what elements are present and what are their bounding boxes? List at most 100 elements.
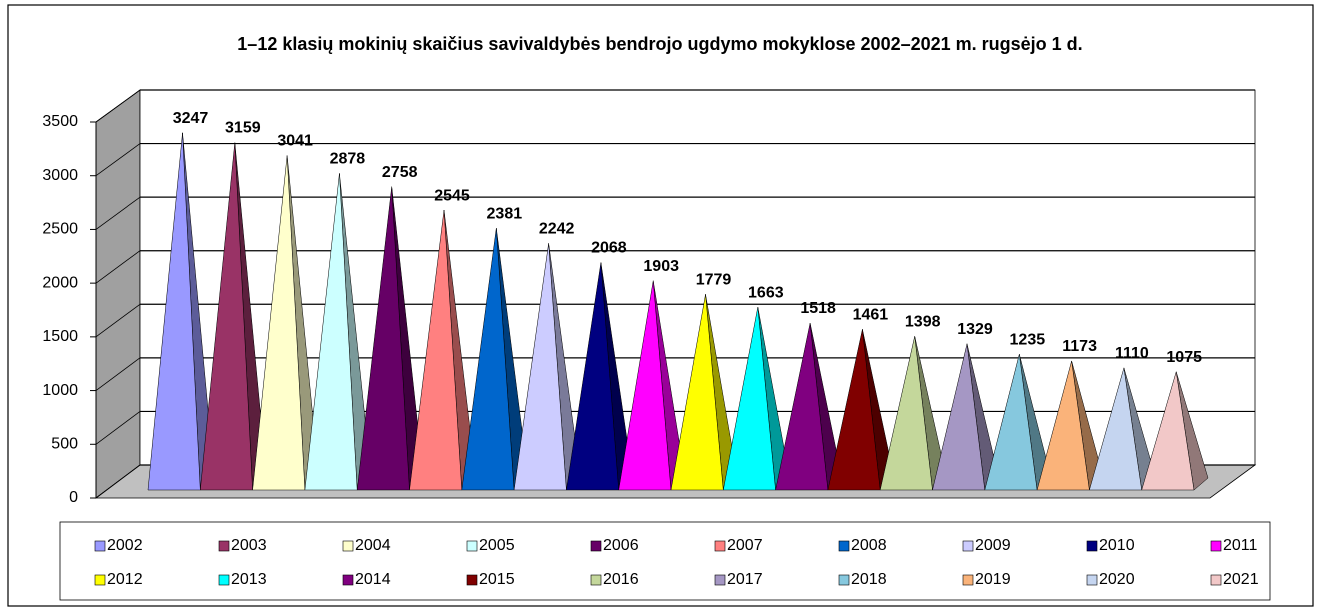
legend-label: 2018 xyxy=(851,571,887,588)
y-tick-label: 1500 xyxy=(42,328,78,345)
legend-swatch xyxy=(342,574,354,586)
legend-label: 2020 xyxy=(1099,571,1135,588)
legend-swatch xyxy=(838,574,850,586)
y-tick-label: 3000 xyxy=(42,167,78,184)
pyramid xyxy=(304,173,358,491)
pyramid xyxy=(356,186,410,491)
pyramid xyxy=(984,354,1038,491)
pyramid xyxy=(722,307,776,491)
chart-title: 1–12 klasių mokinių skaičius savivaldybė… xyxy=(237,34,1082,54)
legend-label: 2012 xyxy=(107,571,143,588)
legend-label: 2015 xyxy=(479,571,515,588)
y-tick-label: 500 xyxy=(51,436,78,453)
legend-label: 2013 xyxy=(231,571,267,588)
legend xyxy=(59,521,1271,601)
legend-swatch xyxy=(714,574,726,586)
grid-line xyxy=(95,196,141,230)
legend-label: 2008 xyxy=(851,537,887,554)
legend-label: 2005 xyxy=(479,537,515,554)
value-label: 3159 xyxy=(225,120,261,137)
value-label: 3041 xyxy=(277,133,313,150)
value-label: 1075 xyxy=(1166,349,1202,366)
legend-swatch xyxy=(962,574,974,586)
value-label: 1903 xyxy=(643,258,679,275)
value-label: 2381 xyxy=(487,205,523,222)
pyramid xyxy=(879,336,933,491)
legend-label: 2021 xyxy=(1223,571,1259,588)
y-tick-label: 2500 xyxy=(42,221,78,238)
value-label: 1663 xyxy=(748,284,784,301)
legend-swatch xyxy=(342,540,354,552)
legend-swatch xyxy=(590,574,602,586)
legend-swatch xyxy=(590,540,602,552)
y-tick-label: 3500 xyxy=(42,113,78,130)
pyramid xyxy=(252,155,306,491)
pyramid xyxy=(1036,360,1090,491)
legend-swatch xyxy=(1210,540,1222,552)
value-label: 2068 xyxy=(591,240,627,257)
legend-label: 2006 xyxy=(603,537,639,554)
legend-swatch xyxy=(94,574,106,586)
legend-label: 2007 xyxy=(727,537,763,554)
grid-line xyxy=(95,303,141,338)
pyramid xyxy=(147,132,201,491)
value-label: 3247 xyxy=(173,110,209,127)
legend-label: 2009 xyxy=(975,537,1011,554)
value-label: 1329 xyxy=(957,321,993,338)
value-label: 1235 xyxy=(1010,331,1046,348)
legend-swatch xyxy=(218,540,230,552)
pyramid xyxy=(827,329,881,491)
grid-line xyxy=(95,250,141,284)
grid-line xyxy=(95,464,141,499)
value-label: 1461 xyxy=(853,307,889,324)
value-label: 1518 xyxy=(800,300,836,317)
legend-label: 2010 xyxy=(1099,537,1135,554)
value-label: 2878 xyxy=(330,151,366,168)
legend-label: 2014 xyxy=(355,571,391,588)
value-label: 2242 xyxy=(539,221,575,238)
legend-label: 2019 xyxy=(975,571,1011,588)
grid-line xyxy=(95,357,141,391)
legend-swatch xyxy=(838,540,850,552)
pyramid xyxy=(932,343,986,491)
legend-swatch xyxy=(1086,574,1098,586)
pyramid xyxy=(1089,367,1142,491)
legend-label: 2017 xyxy=(727,571,763,588)
legend-swatch xyxy=(1086,540,1098,552)
legend-swatch xyxy=(714,540,726,552)
value-label: 2758 xyxy=(382,164,418,181)
legend-swatch xyxy=(94,540,106,552)
legend-swatch xyxy=(962,540,974,552)
legend-label: 2002 xyxy=(107,537,143,554)
value-label: 2545 xyxy=(434,187,470,204)
pyramid xyxy=(775,322,829,491)
grid-line xyxy=(95,411,141,445)
pyramid xyxy=(513,243,567,491)
pyramid xyxy=(200,142,253,491)
legend-label: 2003 xyxy=(231,537,267,554)
side-wall xyxy=(95,89,141,499)
legend-swatch xyxy=(466,540,478,552)
value-label: 1779 xyxy=(696,272,732,289)
legend-swatch xyxy=(466,574,478,586)
y-tick-label: 2000 xyxy=(42,274,78,291)
pyramid xyxy=(566,262,619,491)
grid-line xyxy=(95,143,141,177)
chart-border xyxy=(7,4,1314,607)
legend-label: 2016 xyxy=(603,571,639,588)
pyramid xyxy=(409,210,463,491)
grid-line xyxy=(95,89,141,123)
pyramid xyxy=(670,294,724,491)
y-tick-label: 1000 xyxy=(42,382,78,399)
legend-label: 2011 xyxy=(1223,537,1258,554)
y-tick-label: 0 xyxy=(69,489,78,506)
value-label: 1110 xyxy=(1115,345,1149,362)
pyramid xyxy=(461,228,515,491)
pyramid xyxy=(1141,371,1195,491)
value-label: 1398 xyxy=(905,313,941,330)
legend-swatch xyxy=(1210,574,1222,586)
pyramid xyxy=(618,280,672,491)
value-label: 1173 xyxy=(1062,338,1097,355)
legend-label: 2004 xyxy=(355,537,391,554)
